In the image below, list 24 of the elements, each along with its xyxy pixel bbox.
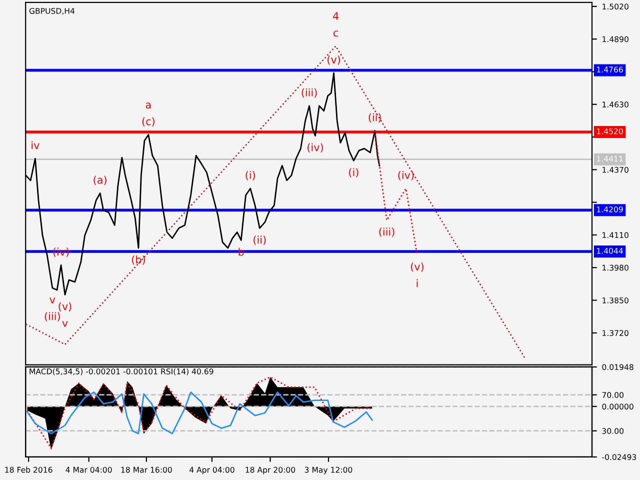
annotation: (ii) <box>254 236 266 245</box>
annotation: c <box>333 30 338 37</box>
annotation: (iv) <box>308 143 323 153</box>
annotation: (a) <box>94 176 106 186</box>
annotation: (v) <box>410 262 424 272</box>
annotation: a <box>146 102 151 109</box>
annotation: (c) <box>142 117 154 126</box>
annotation: (i) <box>246 170 255 180</box>
annotation: 4 <box>332 12 339 20</box>
annotation: (v) <box>328 55 340 65</box>
annotation: (iii) <box>44 312 60 322</box>
annotation: v <box>50 298 56 304</box>
annotation: (b) <box>132 255 145 265</box>
annotation: i <box>416 279 418 288</box>
annotation: (i) <box>349 168 358 178</box>
annotation: (iv) <box>398 170 414 180</box>
annotation: v <box>62 321 68 327</box>
annotation: (iii) <box>302 88 317 98</box>
annotation: iv <box>32 141 40 149</box>
line-series <box>26 391 373 434</box>
annotation: (ii) <box>368 113 381 122</box>
annotation: (iii) <box>379 228 394 237</box>
annotation: (v) <box>58 302 72 312</box>
line-series <box>26 45 526 360</box>
